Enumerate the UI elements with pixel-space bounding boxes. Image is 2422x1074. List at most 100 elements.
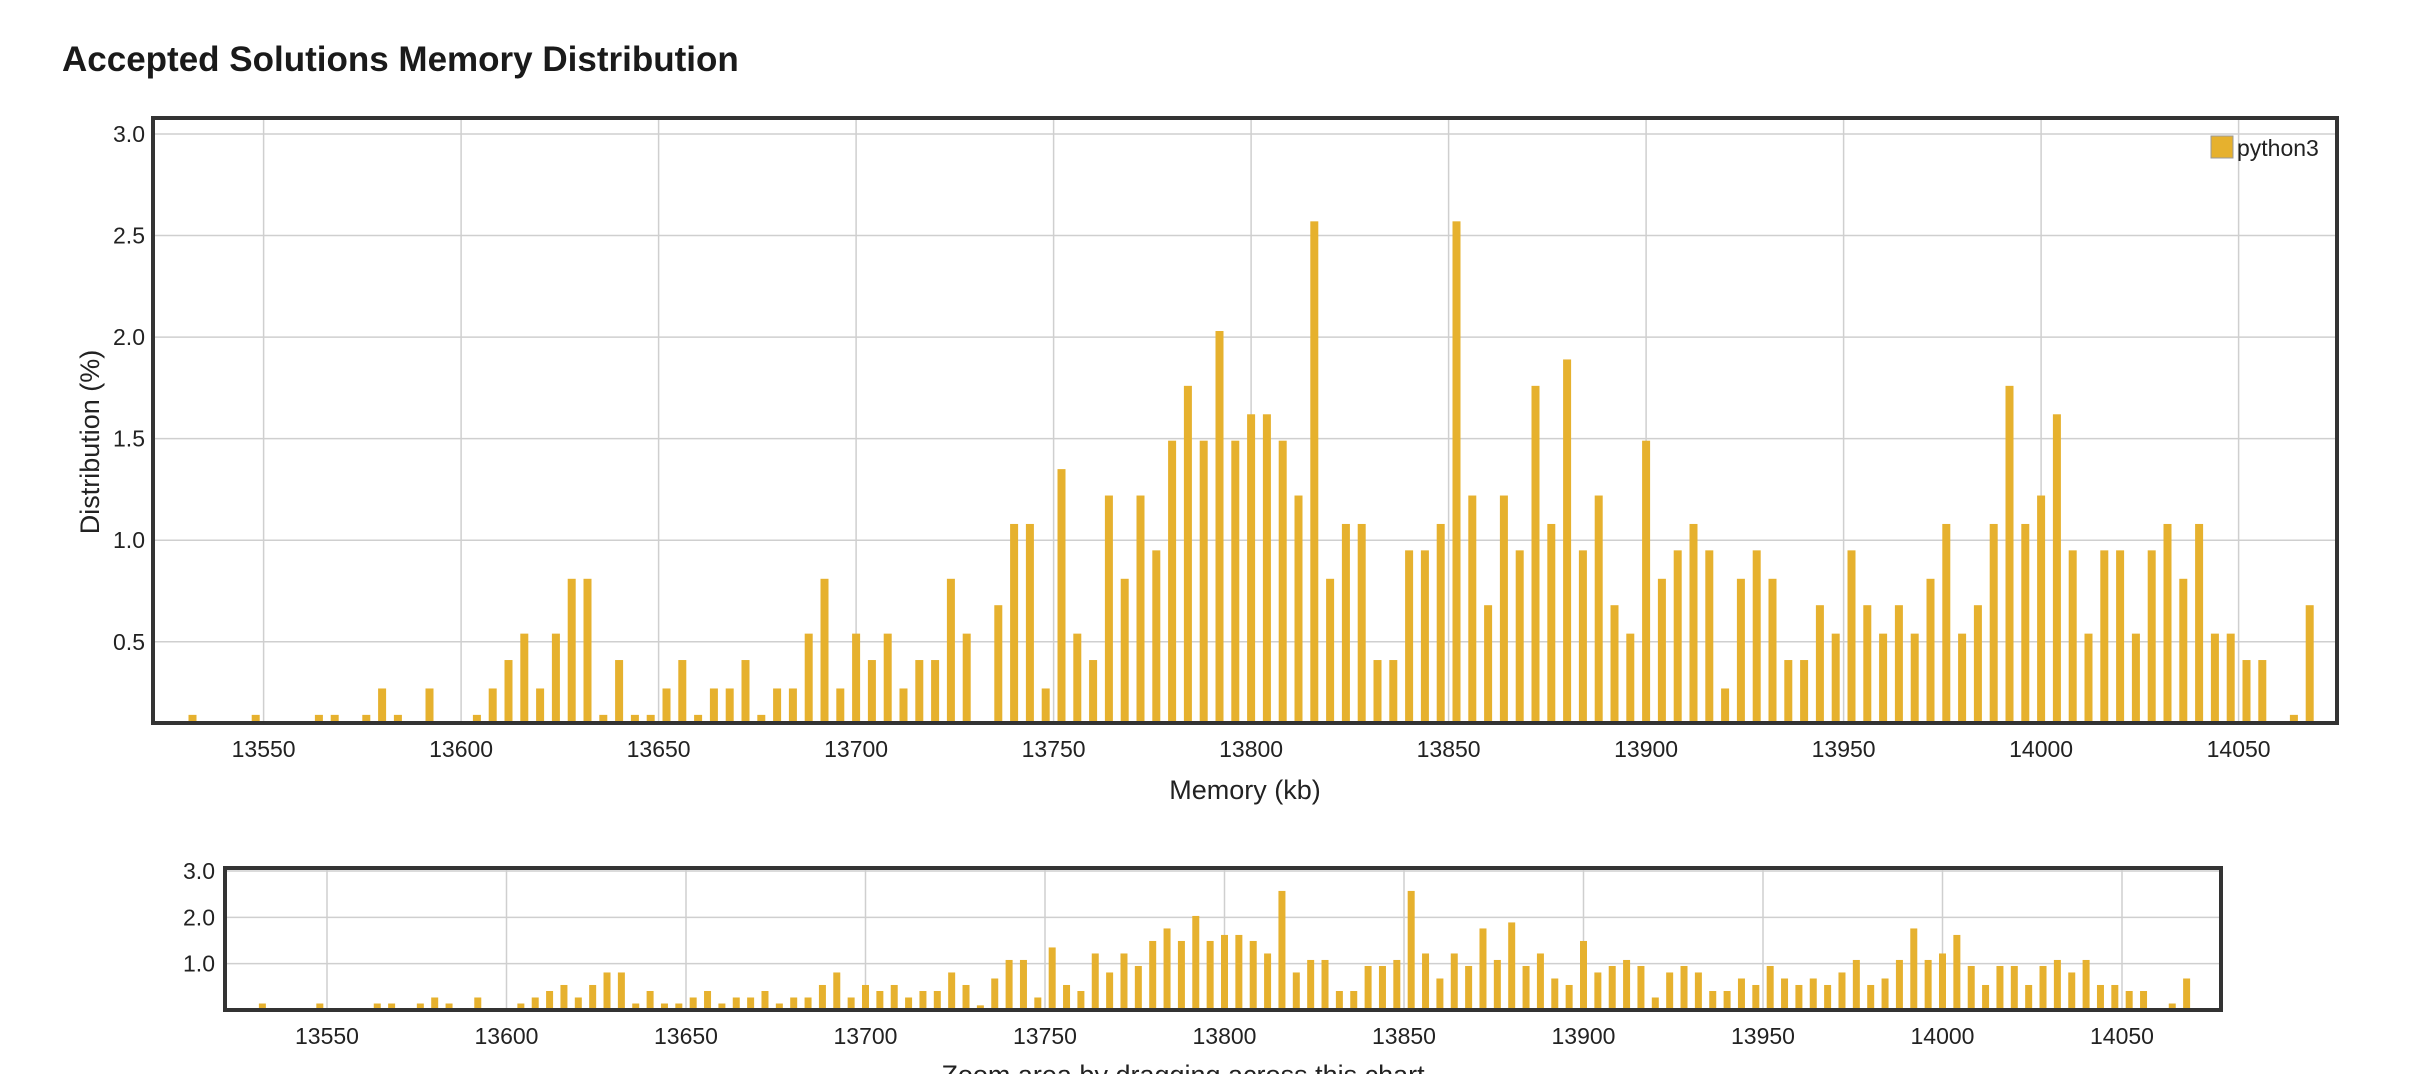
- main-bar-13784[interactable]: [1183, 385, 1192, 723]
- main-bar-13884[interactable]: [1578, 550, 1587, 723]
- main-bar-13680[interactable]: [773, 688, 782, 723]
- main-bar-13952[interactable]: [1847, 550, 1856, 723]
- main-bar-13916[interactable]: [1705, 550, 1714, 723]
- main-bar-14040[interactable]: [2195, 523, 2204, 723]
- main-bar-13900[interactable]: [1642, 440, 1651, 723]
- main-bar-13828[interactable]: [1357, 523, 1366, 723]
- main-bar-13744[interactable]: [1025, 523, 1034, 723]
- main-bar-13804[interactable]: [1262, 414, 1271, 723]
- main-bar-13648[interactable]: [646, 714, 655, 723]
- main-bar-13864[interactable]: [1499, 495, 1508, 723]
- main-bar-13700[interactable]: [852, 633, 861, 723]
- main-bar-14000[interactable]: [2037, 495, 2046, 723]
- main-bar-14016[interactable]: [2100, 550, 2109, 723]
- main-bar-13740[interactable]: [1010, 523, 1019, 723]
- main-bar-13816[interactable]: [1310, 221, 1319, 724]
- main-bar-13808[interactable]: [1278, 440, 1287, 723]
- main-bar-13892[interactable]: [1610, 605, 1619, 723]
- main-bar-13856[interactable]: [1468, 495, 1477, 723]
- main-bar-13988[interactable]: [1989, 523, 1998, 723]
- main-bar-13948[interactable]: [1831, 633, 1840, 723]
- main-bar-13584[interactable]: [393, 714, 402, 723]
- main-bar-14044[interactable]: [2210, 633, 2219, 723]
- main-bar-13664[interactable]: [709, 688, 718, 723]
- main-bars[interactable]: [188, 221, 2314, 724]
- main-bar-14020[interactable]: [2116, 550, 2125, 723]
- main-bar-13888[interactable]: [1594, 495, 1603, 723]
- main-bar-13708[interactable]: [883, 633, 892, 723]
- main-bar-13612[interactable]: [504, 660, 513, 723]
- main-bar-13640[interactable]: [615, 660, 624, 723]
- main-bar-13728[interactable]: [962, 633, 971, 723]
- main-bar-13820[interactable]: [1326, 578, 1335, 723]
- main-bar-13592[interactable]: [425, 688, 434, 723]
- main-bar-13860[interactable]: [1484, 605, 1493, 723]
- main-bar-13712[interactable]: [899, 688, 908, 723]
- main-bar-13936[interactable]: [1784, 660, 1793, 723]
- main-bar-13912[interactable]: [1689, 523, 1698, 723]
- main-bar-13868[interactable]: [1515, 550, 1524, 723]
- main-bar-13548[interactable]: [251, 714, 260, 723]
- main-bar-13800[interactable]: [1247, 414, 1256, 723]
- main-bar-13836[interactable]: [1389, 660, 1398, 723]
- main-bar-13776[interactable]: [1152, 550, 1161, 723]
- main-bar-13832[interactable]: [1373, 660, 1382, 723]
- main-bar-13704[interactable]: [867, 660, 876, 723]
- main-bar-13968[interactable]: [1910, 633, 1919, 723]
- main-bar-13672[interactable]: [741, 660, 750, 723]
- legend[interactable]: python3: [2210, 135, 2319, 161]
- navigator-frame[interactable]: [223, 866, 2223, 1012]
- main-bar-13632[interactable]: [583, 578, 592, 723]
- main-bar-13824[interactable]: [1341, 523, 1350, 723]
- main-bar-13908[interactable]: [1673, 550, 1682, 723]
- main-bar-14004[interactable]: [2052, 414, 2061, 723]
- main-bar-13580[interactable]: [378, 688, 387, 723]
- main-bar-13880[interactable]: [1563, 359, 1572, 723]
- main-bar-14012[interactable]: [2084, 633, 2093, 723]
- main-bar-13792[interactable]: [1215, 331, 1224, 723]
- main-bar-13940[interactable]: [1800, 660, 1809, 723]
- main-bar-13960[interactable]: [1879, 633, 1888, 723]
- main-bar-14024[interactable]: [2131, 633, 2140, 723]
- main-bar-13876[interactable]: [1547, 523, 1556, 723]
- main-bar-13720[interactable]: [931, 660, 940, 723]
- main-bar-13872[interactable]: [1531, 385, 1540, 723]
- main-bar-13780[interactable]: [1168, 440, 1177, 723]
- main-bar-13724[interactable]: [946, 578, 955, 723]
- main-bar-13756[interactable]: [1073, 633, 1082, 723]
- main-bar-13924[interactable]: [1736, 578, 1745, 723]
- main-bar-14064[interactable]: [2289, 714, 2298, 723]
- main-bar-13716[interactable]: [915, 660, 924, 723]
- main-bar-13956[interactable]: [1863, 605, 1872, 723]
- main-bar-13992[interactable]: [2005, 385, 2014, 723]
- main-bar-13760[interactable]: [1089, 660, 1098, 723]
- main-bar-13796[interactable]: [1231, 440, 1240, 723]
- legend-swatch-python3[interactable]: [2210, 135, 2234, 159]
- legend-label-python3[interactable]: python3: [2237, 135, 2319, 161]
- main-bar-13668[interactable]: [725, 688, 734, 723]
- main-bar-13928[interactable]: [1752, 550, 1761, 723]
- main-bar-13768[interactable]: [1120, 578, 1129, 723]
- main-bar-13532[interactable]: [188, 714, 197, 723]
- main-bar-13752[interactable]: [1057, 469, 1066, 723]
- main-bar-13972[interactable]: [1926, 578, 1935, 723]
- main-bar-14048[interactable]: [2226, 633, 2235, 723]
- main-bar-13576[interactable]: [362, 714, 371, 723]
- main-bar-13688[interactable]: [804, 633, 813, 723]
- main-bar-14056[interactable]: [2258, 660, 2267, 723]
- main-bar-13568[interactable]: [330, 714, 339, 723]
- main-bar-13852[interactable]: [1452, 221, 1461, 724]
- main-bar-13748[interactable]: [1041, 688, 1050, 723]
- main-bar-14052[interactable]: [2242, 660, 2251, 723]
- main-bar-13896[interactable]: [1626, 633, 1635, 723]
- main-bar-13684[interactable]: [788, 688, 797, 723]
- main-bar-13676[interactable]: [757, 714, 766, 723]
- main-bar-13564[interactable]: [314, 714, 323, 723]
- main-bar-13736[interactable]: [994, 605, 1003, 723]
- main-bar-13964[interactable]: [1894, 605, 1903, 723]
- main-bar-13628[interactable]: [567, 578, 576, 723]
- main-bar-13944[interactable]: [1815, 605, 1824, 723]
- main-bar-13608[interactable]: [488, 688, 497, 723]
- main-bar-13692[interactable]: [820, 578, 829, 723]
- main-bar-14032[interactable]: [2163, 523, 2172, 723]
